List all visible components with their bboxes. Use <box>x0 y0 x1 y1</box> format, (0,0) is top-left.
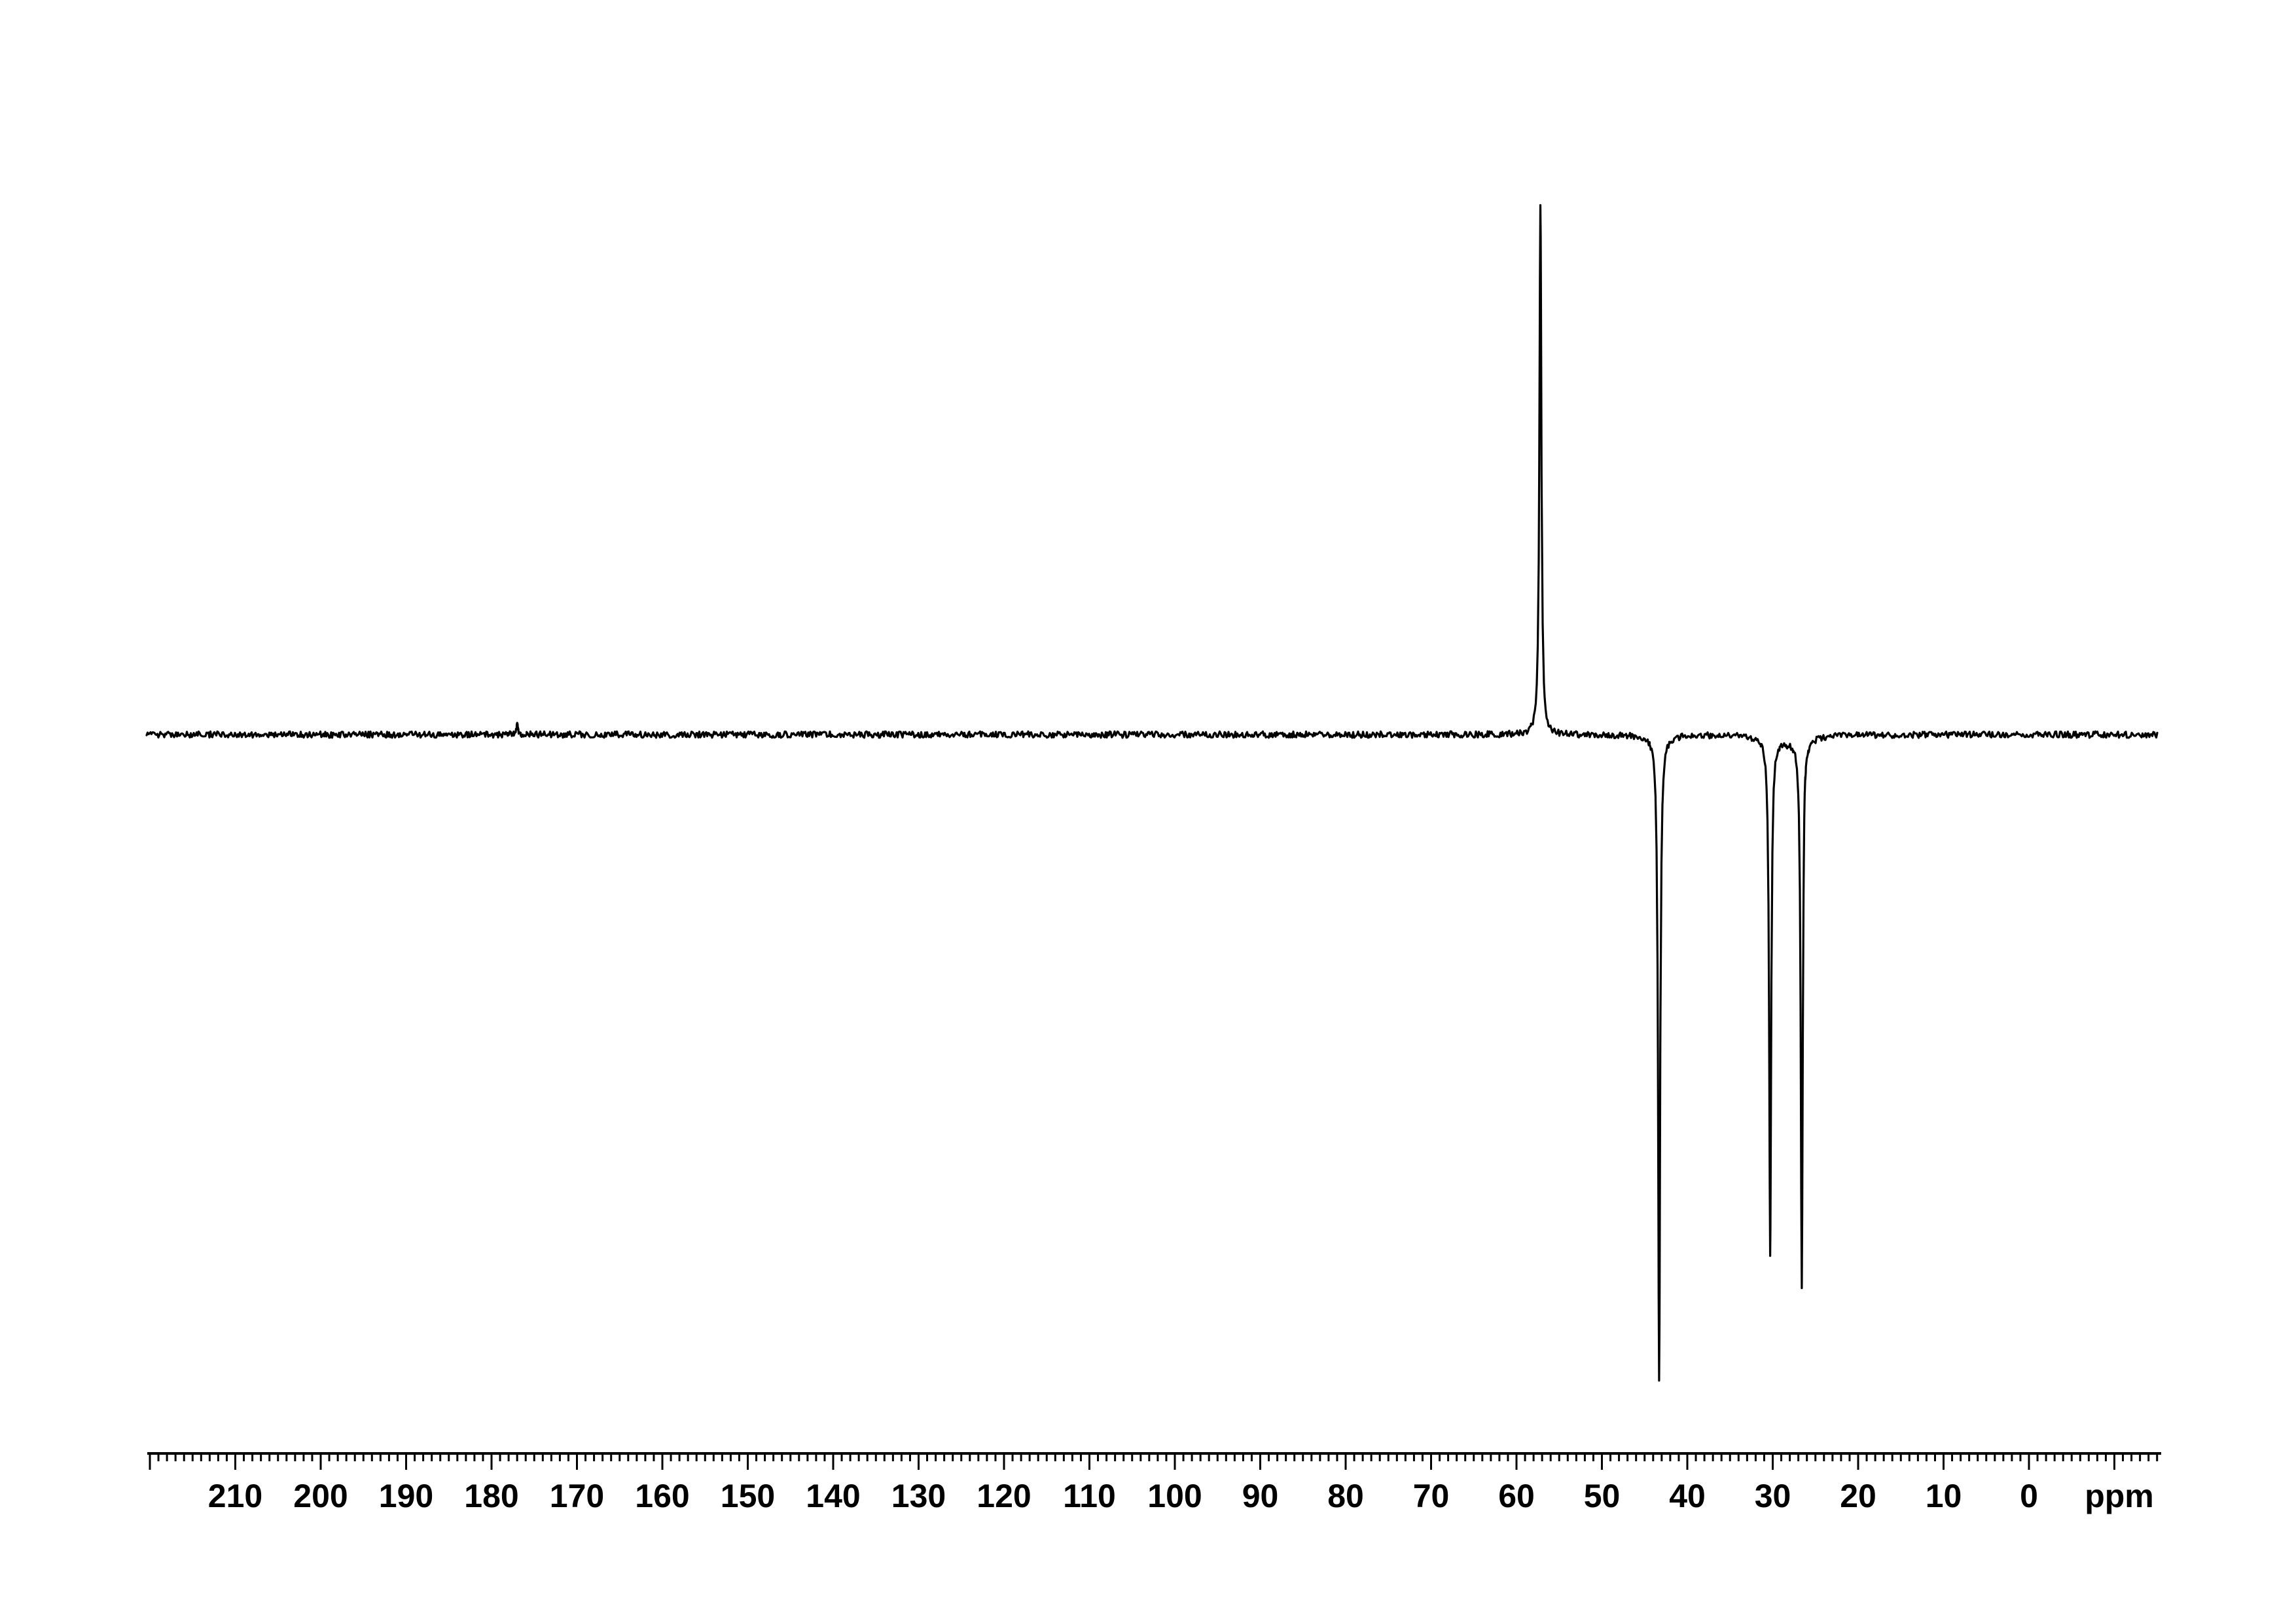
nmr-trace-line <box>145 204 2159 1382</box>
x-tick-label: 0 <box>2020 1478 2038 1514</box>
x-tick-label: 90 <box>1242 1478 1279 1514</box>
spectrum-trace <box>145 204 2159 1382</box>
x-tick-label: 130 <box>891 1478 946 1514</box>
x-tick-label: 70 <box>1413 1478 1450 1514</box>
x-tick-label: 150 <box>721 1478 775 1514</box>
x-tick-label: 50 <box>1584 1478 1621 1514</box>
x-tick-label: 30 <box>1755 1478 1791 1514</box>
x-tick-label: 190 <box>379 1478 433 1514</box>
x-tick-label: 110 <box>1063 1478 1116 1514</box>
x-tick-label: 210 <box>208 1478 262 1514</box>
x-tick-label: 160 <box>635 1478 689 1514</box>
x-axis-unit-label: ppm <box>2085 1478 2154 1514</box>
x-tick-label: 200 <box>293 1478 348 1514</box>
x-tick-label: 120 <box>977 1478 1031 1514</box>
x-tick-label: 170 <box>550 1478 604 1514</box>
x-tick-label: 140 <box>806 1478 860 1514</box>
x-tick-label: 60 <box>1498 1478 1535 1514</box>
x-tick-label: 20 <box>1840 1478 1876 1514</box>
x-tick-label: 80 <box>1327 1478 1364 1514</box>
x-tick-label: 100 <box>1147 1478 1202 1514</box>
x-tick-label: 40 <box>1669 1478 1706 1514</box>
x-tick-label: 10 <box>1926 1478 1962 1514</box>
x-axis: 210 200 190 180 170 160 150 140 130 120 110 100 90 80… <box>147 1452 2161 1514</box>
x-tick-label: 180 <box>464 1478 518 1514</box>
